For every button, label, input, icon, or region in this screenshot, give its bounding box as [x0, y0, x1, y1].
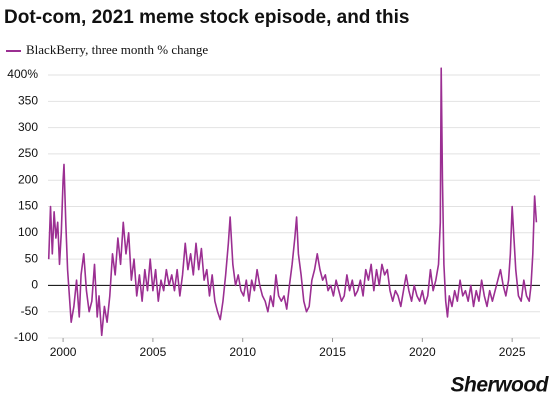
y-tick-label: 100: [18, 225, 38, 239]
y-tick-label: -50: [21, 304, 39, 318]
x-tick-label: 2000: [50, 345, 77, 359]
data-line: [47, 67, 538, 337]
brand-logo: Sherwood: [450, 374, 549, 397]
y-tick-label: 50: [25, 251, 39, 265]
x-tick-label: 2015: [319, 345, 346, 359]
x-tick-label: 2010: [229, 345, 256, 359]
y-tick-label: 350: [18, 93, 38, 107]
y-tick-label: 200: [18, 172, 38, 186]
x-tick-label: 2005: [140, 345, 167, 359]
legend-label: BlackBerry, three month % change: [26, 42, 208, 57]
x-tick-label: 2025: [499, 345, 526, 359]
y-tick-label: 300: [18, 120, 38, 134]
y-tick-label: 250: [18, 146, 38, 160]
y-tick-label: 150: [18, 199, 38, 213]
x-tick-label: 2020: [409, 345, 436, 359]
y-tick-label: 0: [31, 278, 38, 292]
y-tick-label: -100: [14, 330, 38, 344]
y-tick-label: 400%: [7, 67, 38, 81]
chart-title: Dot-com, 2021 meme stock episode, and th…: [4, 7, 409, 28]
